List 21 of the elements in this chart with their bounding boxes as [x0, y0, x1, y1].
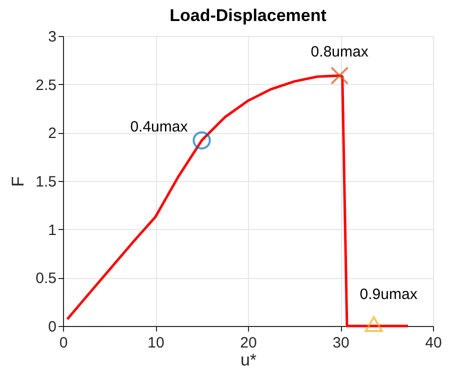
point — [192, 131, 211, 150]
x-axis-title: u* — [240, 350, 257, 370]
x-tick-label: 30 — [332, 334, 350, 352]
x-tick-label: 20 — [240, 334, 257, 352]
y-tick-label: 2 — [48, 125, 56, 142]
y-tick-label: 1 — [48, 222, 56, 239]
annotation: 0.9umax — [360, 286, 418, 304]
y-tick-label: 2.5 — [36, 76, 56, 94]
y-tick-label: 1.5 — [36, 174, 56, 190]
x-tick-label: 0 — [59, 334, 68, 352]
point — [364, 316, 383, 332]
annotation: 0.4umax — [130, 118, 188, 136]
point — [330, 66, 349, 85]
y-tick-label: 0 — [48, 318, 56, 336]
annotation: 0.8umax — [310, 44, 369, 61]
y-tick-label: 0.5 — [36, 270, 56, 288]
x-tick-label: 40 — [425, 334, 442, 352]
x-tick-label: 10 — [148, 334, 164, 352]
y-tick-label: 3 — [48, 28, 56, 46]
y-axis-title: F — [8, 176, 28, 187]
chart-title: Load-Displacement — [170, 6, 327, 25]
